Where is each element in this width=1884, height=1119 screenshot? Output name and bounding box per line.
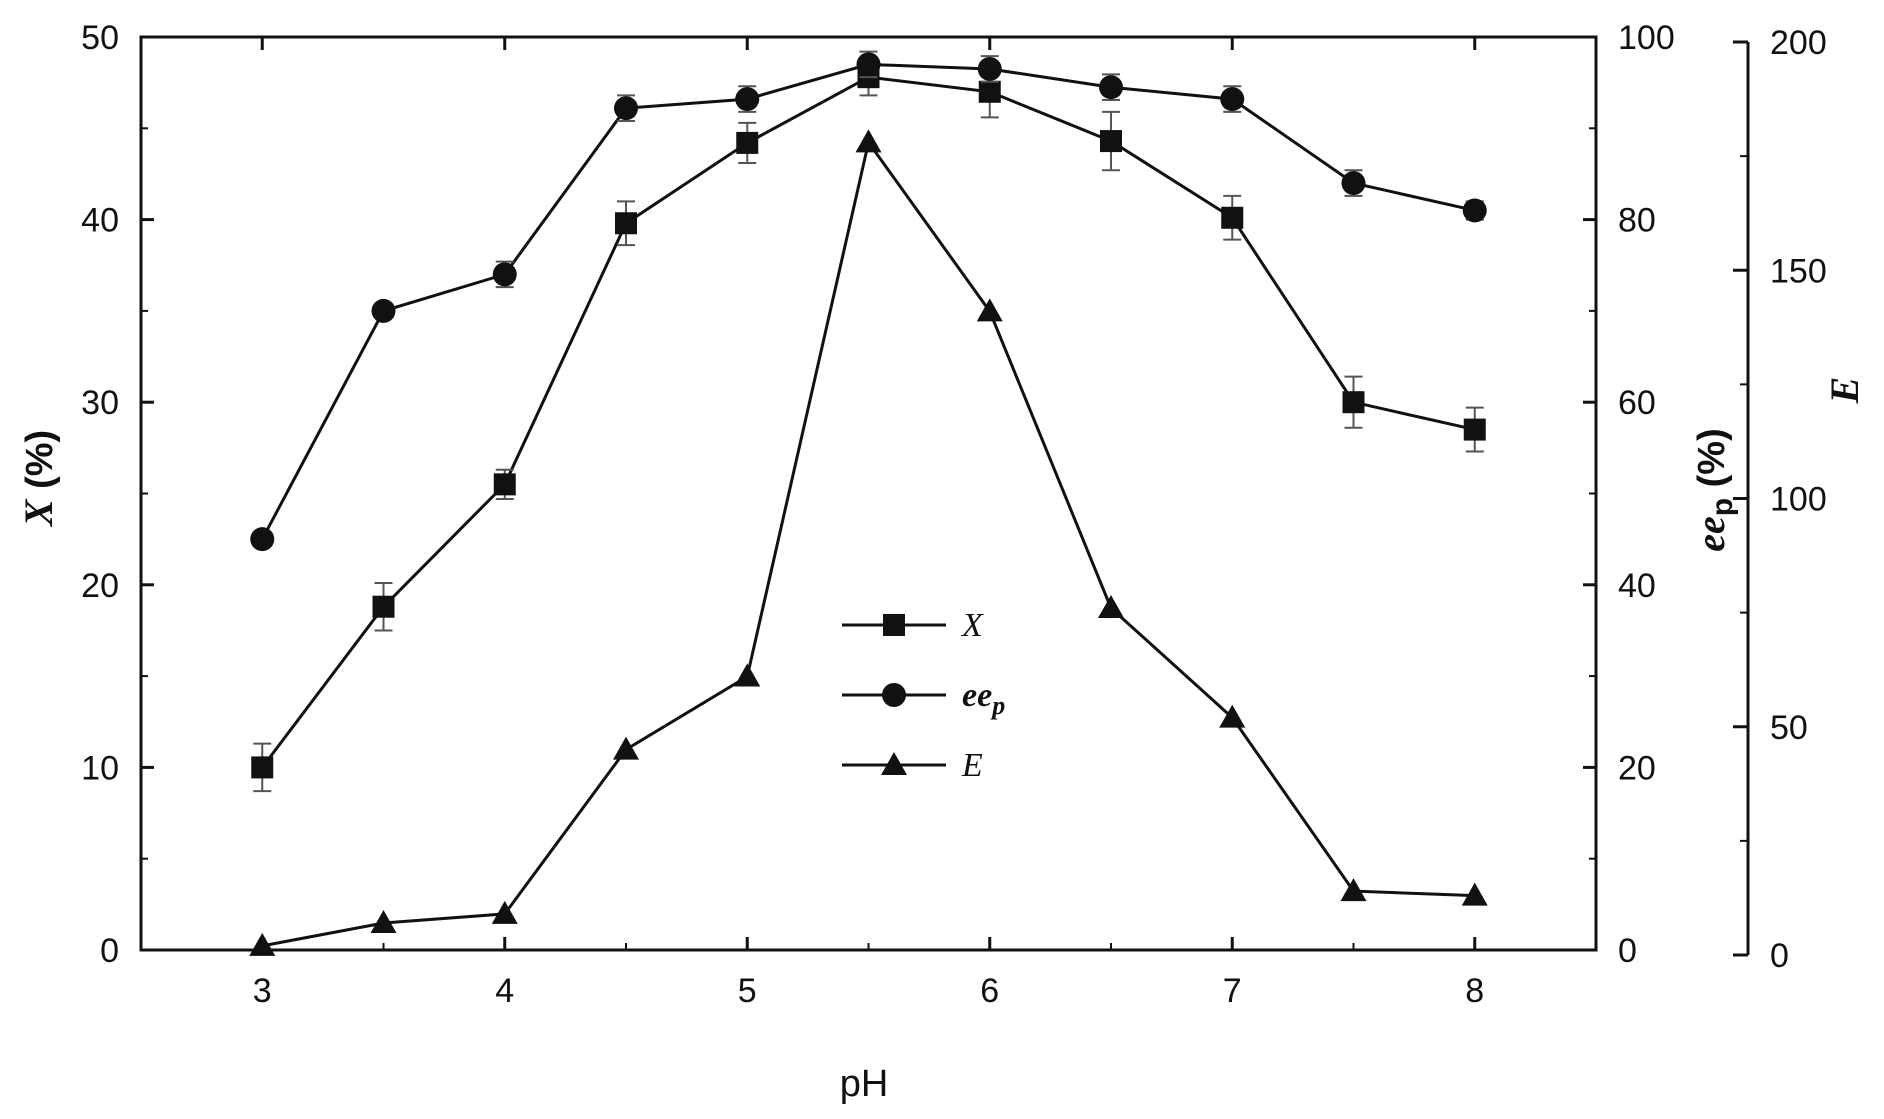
- data-point: [251, 756, 274, 779]
- left-tick-label: 20: [81, 567, 119, 605]
- data-point: [1098, 595, 1124, 619]
- right1-axis-title-main: ee: [1688, 516, 1733, 552]
- right2-axis-title: E: [1822, 377, 1867, 405]
- right2-tick-label: 200: [1770, 24, 1827, 62]
- data-point: [978, 80, 1001, 103]
- legend-marker: [882, 683, 906, 707]
- data-point: [493, 473, 516, 496]
- left-tick-label: 0: [100, 932, 119, 970]
- x-tick-label: 5: [738, 972, 757, 1010]
- right1-tick-label: 80: [1618, 202, 1656, 240]
- data-point: [1220, 87, 1245, 112]
- legend-marker: [881, 752, 907, 775]
- left-tick-label: 40: [81, 202, 119, 240]
- data-point: [856, 52, 881, 77]
- x-tick-label: 8: [1465, 972, 1484, 1010]
- data-point: [977, 56, 1002, 81]
- x-tick-label: 6: [980, 972, 999, 1010]
- right1-axis-title-sub: p: [1706, 498, 1739, 516]
- left-axis-title-main: X: [16, 498, 61, 528]
- data-point: [736, 131, 759, 154]
- data-point: [1340, 878, 1367, 902]
- legend-label-e: E: [961, 747, 983, 784]
- data-point: [1219, 704, 1246, 728]
- left-axis-title: X (%): [16, 430, 61, 528]
- right1-tick-label: 0: [1618, 932, 1637, 970]
- left-tick-label: 30: [81, 384, 119, 422]
- left-tick-label: 10: [81, 749, 119, 787]
- data-point: [249, 932, 276, 956]
- right1-axis-title: eep (%): [1688, 428, 1739, 552]
- legend: [842, 614, 946, 775]
- right1-tick-label: 100: [1618, 19, 1675, 57]
- right1-tick-label: 20: [1618, 749, 1656, 787]
- x-axis-title: pH: [840, 1063, 889, 1105]
- data-point: [1462, 198, 1487, 223]
- data-point: [1461, 882, 1488, 906]
- right1-axis-title-unit: (%): [1691, 428, 1733, 498]
- data-point: [1100, 130, 1122, 153]
- right2-tick-label: 150: [1770, 252, 1827, 290]
- data-point: [372, 595, 395, 618]
- right2-tick-label: 100: [1770, 481, 1827, 519]
- data-point: [613, 736, 639, 760]
- series-line: [261, 75, 1476, 769]
- legend-label-x: X: [960, 607, 984, 644]
- x-tick-label: 4: [495, 972, 514, 1010]
- data-point: [976, 298, 1003, 322]
- legend-label-eep-sub: p: [990, 691, 1005, 720]
- data-point: [1341, 171, 1366, 196]
- legend-label-eep-main: ee: [962, 677, 992, 714]
- data-point: [615, 212, 637, 235]
- x-tick-label: 7: [1223, 972, 1242, 1010]
- left-axis-title-unit: (%): [19, 430, 61, 500]
- data-point: [1221, 206, 1244, 229]
- right2-tick-label: 50: [1770, 709, 1808, 747]
- data-point: [491, 900, 518, 924]
- series-layer: [249, 50, 1488, 956]
- data-point: [250, 527, 275, 552]
- series-circle: [250, 50, 1487, 552]
- tick-layer: 3 4 5 6 7 80102030405002040608010005010015020…: [81, 19, 1827, 1010]
- right1-tick-label: 60: [1618, 384, 1656, 422]
- right2-tick-label: 0: [1770, 937, 1789, 975]
- legend-label-eep: eep: [962, 677, 1005, 720]
- left-tick-label: 50: [81, 19, 119, 57]
- right1-tick-label: 40: [1618, 567, 1656, 605]
- plot-frame: [139, 35, 1750, 955]
- data-point: [1099, 75, 1123, 100]
- data-point: [855, 129, 882, 153]
- data-point: [735, 87, 760, 112]
- data-point: [370, 910, 397, 934]
- data-point: [614, 96, 638, 121]
- data-point: [734, 663, 761, 687]
- plot-border: [139, 35, 1598, 952]
- data-point: [492, 262, 517, 287]
- data-point: [371, 298, 396, 323]
- legend-marker: [883, 614, 905, 636]
- series-triangle: [249, 129, 1488, 956]
- data-point: [1342, 391, 1365, 414]
- x-tick-label: 3: [253, 972, 272, 1010]
- series-square: [251, 57, 1486, 793]
- data-point: [1463, 418, 1486, 441]
